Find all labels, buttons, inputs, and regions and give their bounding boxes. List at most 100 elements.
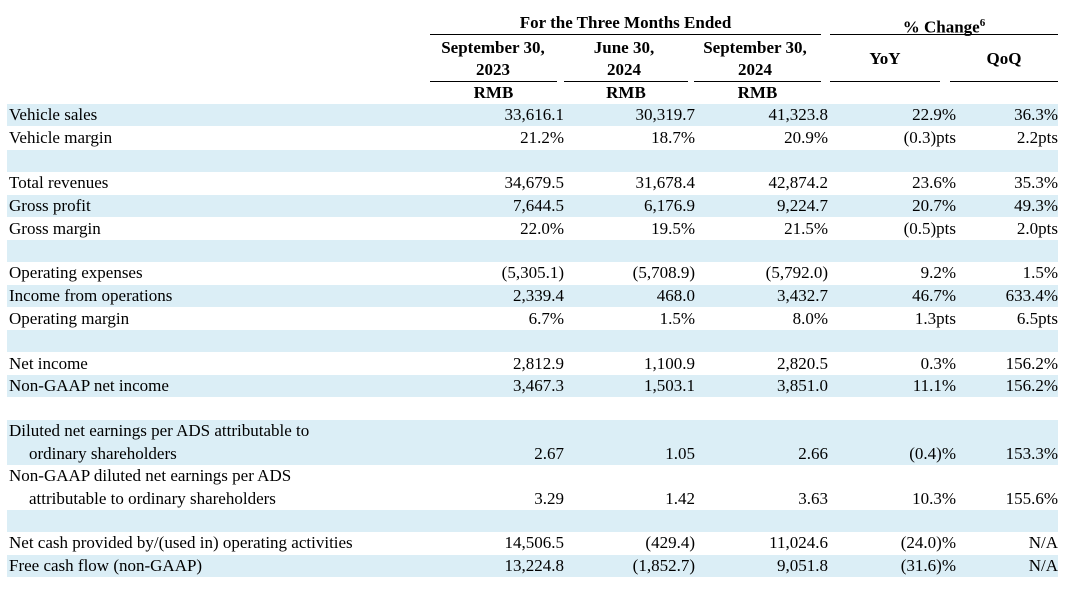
change-group-label: % Change: [902, 17, 980, 37]
table-row: Free cash flow (non-GAAP) 13,224.8 (1,85…: [7, 555, 1058, 577]
cell-value: 19.5%: [651, 219, 695, 238]
cell-value: 2,812.9: [513, 354, 564, 373]
cell-value: 3,432.7: [777, 286, 828, 305]
table-row: Net cash provided by/(used in) operating…: [7, 532, 1058, 554]
cell-value: 41,323.8: [768, 105, 829, 124]
table-row: Vehicle margin 21.2% 18.7% 20.9% (0.3)pt…: [7, 127, 1058, 149]
cell-value: 9.2%: [920, 263, 956, 282]
spacer-row: [7, 240, 1058, 262]
cell-value: 2.67: [534, 444, 564, 463]
cell-value: N/A: [1028, 556, 1058, 575]
cell-value: 3,467.3: [513, 376, 564, 395]
cell-value: 23.6%: [912, 173, 956, 192]
row-label: Income from operations: [9, 286, 173, 305]
cell-value: 2,820.5: [777, 354, 828, 373]
cell-value: 2,339.4: [513, 286, 564, 305]
column-rule-4: [830, 81, 940, 82]
row-label: Net income: [9, 354, 88, 373]
col-header-sep2023: September 30, 2023: [425, 37, 561, 81]
col-header-line2: 2023: [476, 60, 510, 79]
unit-label: RMB: [473, 83, 514, 102]
column-rule-2: [564, 81, 688, 82]
cell-value: 153.3%: [1005, 444, 1058, 463]
cell-value: 3.63: [798, 489, 828, 508]
cell-value: (429.4): [645, 533, 695, 552]
change-group-header: % Change6: [830, 12, 1058, 39]
header-rule-period: [430, 34, 821, 35]
cell-value: 156.2%: [1005, 376, 1058, 395]
row-label: Vehicle sales: [9, 105, 98, 124]
col-header-jun2024: June 30, 2024: [560, 37, 688, 81]
cell-value: 6,176.9: [644, 196, 695, 215]
spacer-row: [7, 150, 1058, 172]
cell-value: 18.7%: [651, 128, 695, 147]
cell-value: 3,851.0: [777, 376, 828, 395]
cell-value: 35.3%: [1014, 173, 1058, 192]
row-label: Operating margin: [9, 309, 130, 328]
cell-value: 2.66: [798, 444, 828, 463]
cell-value: 49.3%: [1014, 196, 1058, 215]
cell-value: 633.4%: [1005, 286, 1058, 305]
cell-value: 1.05: [665, 444, 695, 463]
spacer-row: [7, 510, 1058, 532]
column-rule-1: [430, 81, 557, 82]
cell-value: 9,051.8: [777, 556, 828, 575]
row-label-line2: attributable to ordinary shareholders: [29, 489, 276, 508]
column-rule-5: [950, 81, 1058, 82]
table-row: Diluted net earnings per ADS attributabl…: [7, 420, 1058, 465]
spacer-row: [7, 330, 1058, 352]
table-row: Non-GAAP net income 3,467.3 1,503.1 3,85…: [7, 375, 1058, 397]
table-row: Total revenues 34,679.5 31,678.4 42,874.…: [7, 172, 1058, 194]
cell-value: 21.2%: [520, 128, 564, 147]
cell-value: 22.0%: [520, 219, 564, 238]
cell-value: (24.0)%: [900, 533, 956, 552]
cell-value: 9,224.7: [777, 196, 828, 215]
col-header-line2: 2024: [738, 60, 772, 79]
table-row: Operating margin 6.7% 1.5% 8.0% 1.3pts 6…: [7, 308, 1058, 330]
cell-value: 20.9%: [784, 128, 828, 147]
cell-value: N/A: [1028, 533, 1058, 552]
cell-value: 7,644.5: [513, 196, 564, 215]
cell-value: (5,708.9): [632, 263, 695, 282]
unit-label: RMB: [606, 83, 646, 102]
table-row: Non-GAAP diluted net earnings per ADS at…: [7, 465, 1058, 510]
row-label-line2: ordinary shareholders: [29, 444, 177, 463]
row-label: Non-GAAP net income: [9, 376, 169, 395]
col-header-line2: 2024: [607, 60, 641, 79]
cell-value: (0.4)%: [909, 444, 956, 463]
cell-value: 14,506.5: [504, 533, 565, 552]
cell-value: 1.3pts: [914, 309, 956, 328]
cell-value: 42,874.2: [768, 173, 829, 192]
col-header-yoy: YoY: [869, 49, 901, 68]
table-row: Operating expenses (5,305.1) (5,708.9) (…: [7, 262, 1058, 284]
cell-value: 0.3%: [920, 354, 956, 373]
cell-value: 34,679.5: [504, 173, 565, 192]
cell-value: (0.3)pts: [903, 128, 956, 147]
cell-value: 2.2pts: [1016, 128, 1058, 147]
cell-value: 31,678.4: [635, 173, 696, 192]
col-header-qoq: QoQ: [986, 49, 1022, 68]
header-rule-change: [830, 34, 1058, 35]
cell-value: (0.5)pts: [903, 219, 956, 238]
cell-value: 3.29: [534, 489, 564, 508]
cell-value: 1.5%: [1022, 263, 1058, 282]
cell-value: 6.5pts: [1016, 309, 1058, 328]
col-header-line1: June 30,: [593, 38, 655, 57]
column-rule-3: [694, 81, 821, 82]
row-label-line1: Non-GAAP diluted net earnings per ADS: [9, 466, 292, 485]
cell-value: (5,792.0): [765, 263, 828, 282]
footnote-marker: 6: [979, 17, 986, 29]
cell-value: (1,852.7): [632, 556, 695, 575]
table-row: Vehicle sales 33,616.1 30,319.7 41,323.8…: [7, 104, 1058, 126]
unit-label: RMB: [737, 83, 778, 102]
cell-value: 468.0: [656, 286, 695, 305]
row-label: Vehicle margin: [9, 128, 113, 147]
col-header-line1: September 30,: [703, 38, 807, 57]
cell-value: 11.1%: [912, 376, 956, 395]
cell-value: 36.3%: [1014, 105, 1058, 124]
cell-value: 21.5%: [784, 219, 828, 238]
table-row: Gross profit 7,644.5 6,176.9 9,224.7 20.…: [7, 195, 1058, 217]
row-label: Total revenues: [9, 173, 109, 192]
cell-value: 1,503.1: [644, 376, 695, 395]
